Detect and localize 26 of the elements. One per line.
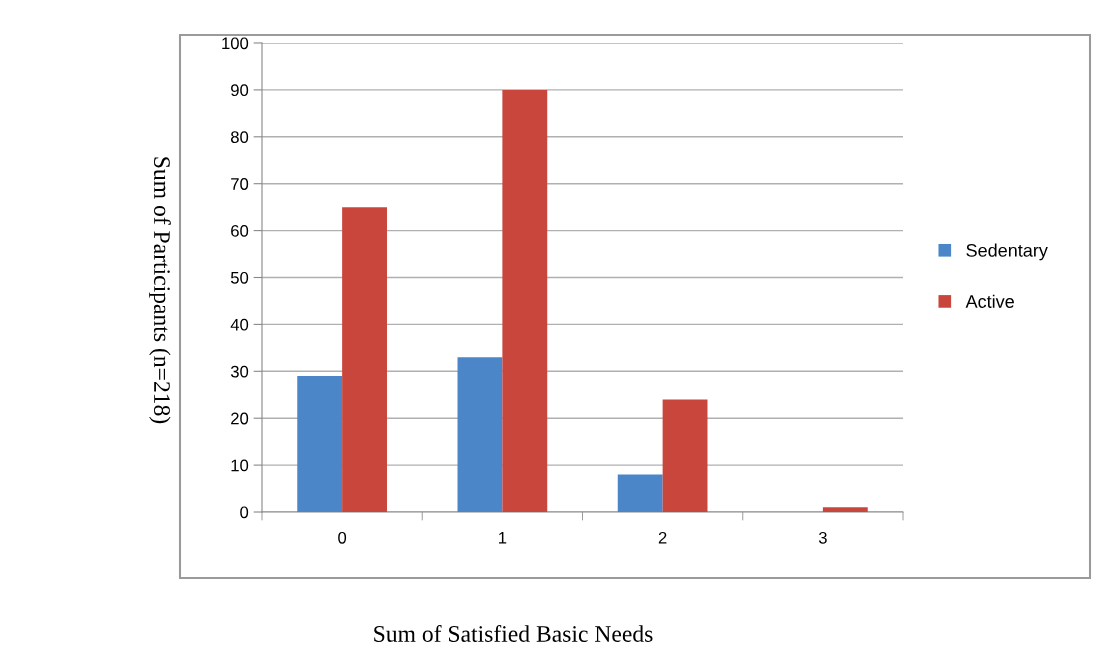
bar bbox=[502, 89, 548, 512]
y-tick-label: 50 bbox=[230, 271, 249, 284]
x-tick-label: 0 bbox=[338, 531, 347, 544]
y-tick-label: 0 bbox=[240, 506, 249, 519]
y-tick-label: 10 bbox=[231, 459, 249, 472]
legend-label: Sedentary bbox=[966, 243, 1048, 261]
y-tick-label: 100 bbox=[222, 37, 249, 50]
y-tick-label: 80 bbox=[230, 131, 249, 143]
y-tick-label: 90 bbox=[231, 84, 249, 97]
bar bbox=[342, 207, 387, 512]
x-tick-label: 3 bbox=[818, 531, 827, 544]
x-axis-title: Sum of Satisfied Basic Needs bbox=[374, 625, 653, 642]
legend-label: Active bbox=[965, 294, 1014, 308]
x-tick-label: 2 bbox=[658, 531, 667, 544]
y-tick-label: 20 bbox=[231, 412, 249, 425]
y-tick-label: 40 bbox=[230, 318, 249, 331]
bar bbox=[617, 474, 663, 512]
bar bbox=[457, 357, 503, 512]
y-tick-label: 60 bbox=[231, 225, 249, 237]
y-tick-label: 70 bbox=[231, 178, 249, 190]
y-tick-label: 30 bbox=[230, 365, 249, 378]
x-tick-label: 1 bbox=[499, 532, 507, 544]
bar bbox=[662, 399, 708, 512]
y-axis-title: Sum of Participants (n=218) bbox=[149, 157, 171, 424]
bar bbox=[822, 507, 868, 512]
bar bbox=[297, 375, 343, 512]
